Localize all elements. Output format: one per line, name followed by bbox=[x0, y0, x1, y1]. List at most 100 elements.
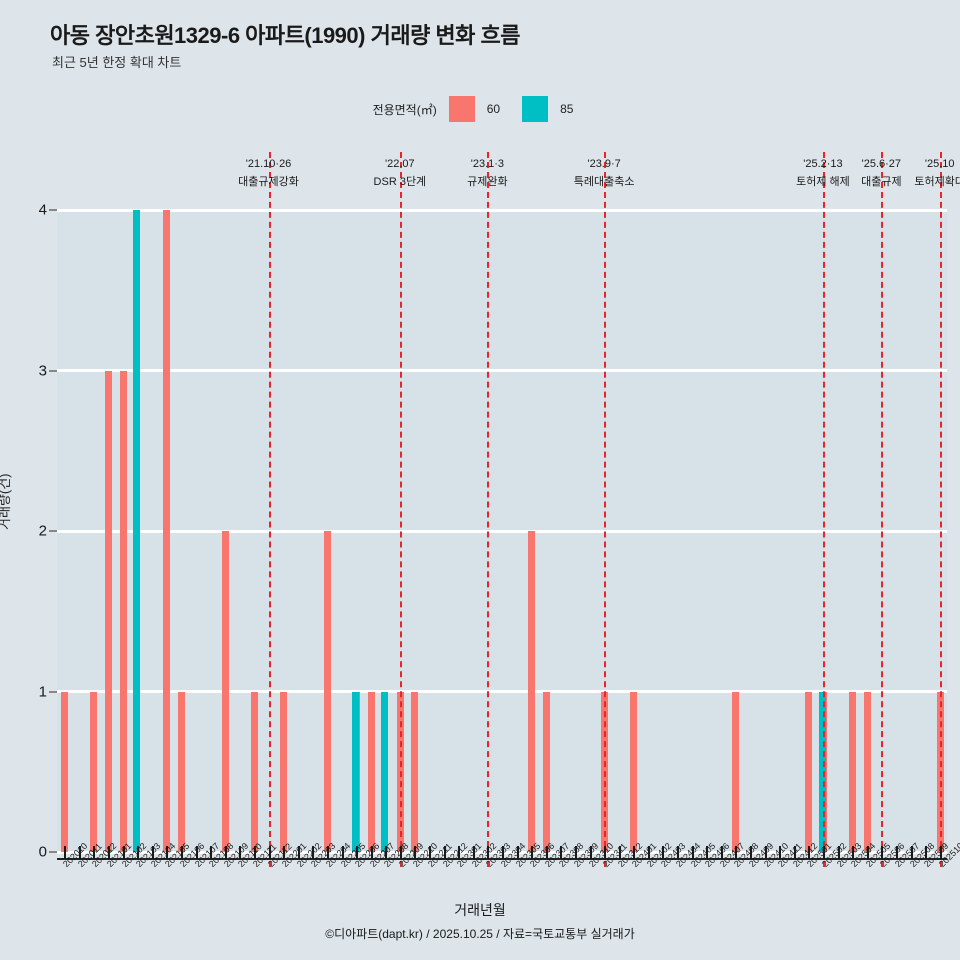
x-tick-mark bbox=[852, 846, 855, 859]
event-line-202311 bbox=[604, 152, 607, 867]
x-tick-mark bbox=[895, 846, 898, 859]
event-text: 대출규제 bbox=[861, 176, 902, 188]
x-tick-mark bbox=[604, 846, 607, 859]
x-tick-mark bbox=[574, 846, 577, 859]
bar-202306-60 bbox=[528, 531, 536, 852]
y-tick-mark bbox=[49, 209, 57, 211]
bar-202207-60 bbox=[367, 691, 375, 852]
y-tick-mark bbox=[49, 690, 57, 693]
bar-202109-60 bbox=[221, 531, 229, 852]
legend-swatch-60 bbox=[448, 96, 475, 122]
x-tick-mark bbox=[735, 846, 738, 859]
page-title: 아동 장안초원1329-6 아파트(1990) 거래량 변화 흐름 bbox=[50, 23, 521, 48]
event-date: '23.1·3 bbox=[470, 158, 505, 170]
x-axis-title: 거래년월 bbox=[454, 902, 506, 918]
bar-202201-60 bbox=[280, 691, 288, 852]
x-tick-mark bbox=[108, 846, 111, 859]
event-text: 토허제확대 bbox=[914, 176, 960, 188]
event-line-202510 bbox=[939, 152, 942, 867]
bar-202101-60 bbox=[105, 370, 113, 852]
event-date: '21.10·26 bbox=[245, 158, 292, 170]
x-tick-mark bbox=[326, 846, 329, 859]
bar-202206-85 bbox=[352, 691, 360, 852]
x-tick-mark bbox=[122, 846, 125, 859]
event-line-202112 bbox=[268, 152, 271, 867]
event-annotation-202506: '25.6·27 대출규제 bbox=[861, 158, 901, 189]
x-tick-mark bbox=[764, 846, 767, 859]
x-tick-mark bbox=[531, 846, 534, 859]
event-date: '23.9·7 bbox=[587, 158, 621, 170]
event-text: 규제완화 bbox=[467, 176, 508, 188]
page-subtitle: 최근 5년 한정 확대 차트 bbox=[52, 55, 182, 70]
legend-label-85: 85 bbox=[560, 102, 574, 116]
bar-202505-60 bbox=[863, 691, 871, 852]
x-tick-mark bbox=[64, 846, 67, 859]
x-tick-mark bbox=[195, 846, 198, 859]
bar-202111-60 bbox=[250, 691, 258, 852]
x-tick-mark bbox=[720, 846, 723, 859]
event-line-202506 bbox=[881, 152, 884, 867]
x-tick-mark bbox=[253, 846, 256, 859]
x-tick-mark bbox=[589, 846, 592, 859]
x-tick-mark bbox=[224, 846, 227, 859]
event-annotation-202303: '23.1·3 규제완화 bbox=[467, 158, 507, 189]
x-tick-mark bbox=[939, 846, 942, 859]
x-tick-mark bbox=[502, 846, 504, 859]
x-tick-mark bbox=[458, 846, 461, 859]
bar-202401-60 bbox=[630, 691, 638, 852]
y-tick-label: 0 bbox=[38, 843, 47, 861]
gridline bbox=[57, 208, 947, 212]
event-date: '25.2·13 bbox=[803, 158, 843, 170]
bar-202102-60 bbox=[119, 370, 127, 852]
x-tick-mark bbox=[647, 846, 650, 859]
x-tick-mark bbox=[677, 846, 680, 859]
y-axis: 0 1 2 3 4 bbox=[0, 202, 57, 861]
gridline bbox=[57, 369, 947, 372]
x-tick-mark bbox=[283, 846, 286, 859]
legend-swatch-85 bbox=[522, 96, 549, 122]
x-tick-mark bbox=[181, 846, 184, 859]
x-tick-mark bbox=[210, 846, 213, 859]
event-text: 대출규제강화 bbox=[238, 176, 299, 188]
event-line-202209 bbox=[399, 152, 402, 867]
x-tick-mark bbox=[472, 846, 475, 859]
legend-title: 전용면적(㎡) bbox=[372, 102, 437, 117]
y-tick-label: 4 bbox=[38, 201, 47, 219]
x-tick-mark bbox=[137, 846, 140, 859]
bar-202012-60 bbox=[90, 691, 98, 852]
event-annotation-202510: '25.10 토허제확대 bbox=[914, 158, 960, 189]
x-tick-mark bbox=[166, 846, 169, 859]
y-axis-title: 거래량(건) bbox=[0, 473, 12, 531]
x-tick-mark bbox=[443, 846, 446, 859]
y-tick-label: 2 bbox=[38, 522, 47, 540]
bar-202502-85 bbox=[818, 691, 826, 852]
event-annotation-202502: '25.2·13 토허제 해제 bbox=[796, 158, 850, 189]
x-tick-mark bbox=[925, 846, 928, 859]
x-tick-mark bbox=[516, 846, 519, 859]
x-tick-mark bbox=[881, 846, 884, 859]
bar-202010-60 bbox=[61, 691, 69, 852]
event-text: 토허제 해제 bbox=[796, 176, 850, 188]
event-line-202502 bbox=[822, 152, 825, 867]
x-tick-mark bbox=[297, 846, 300, 859]
x-tick-mark bbox=[808, 846, 811, 859]
x-tick-mark bbox=[779, 846, 782, 859]
bar-202501-60 bbox=[805, 691, 813, 852]
bar-202408-60 bbox=[732, 691, 740, 852]
bar-202204-60 bbox=[323, 531, 331, 852]
x-tick-mark bbox=[910, 846, 913, 859]
bar-202103-85 bbox=[133, 210, 141, 852]
event-date: '25.6·27 bbox=[861, 158, 902, 170]
x-tick-mark bbox=[239, 846, 242, 859]
x-tick-mark bbox=[93, 846, 96, 859]
x-tick-mark bbox=[618, 846, 621, 859]
x-tick-mark bbox=[560, 846, 563, 859]
legend-label-60: 60 bbox=[486, 102, 501, 116]
x-tick-mark bbox=[662, 846, 665, 859]
footer-credit: ©디아파트(dapt.kr) / 2025.10.25 / 자료=국토교통부 실… bbox=[325, 927, 635, 941]
x-tick-mark bbox=[370, 846, 373, 859]
x-tick-mark bbox=[399, 846, 402, 859]
y-tick-label: 3 bbox=[38, 362, 47, 379]
x-tick-mark bbox=[356, 846, 359, 859]
x-tick-mark bbox=[414, 846, 417, 859]
